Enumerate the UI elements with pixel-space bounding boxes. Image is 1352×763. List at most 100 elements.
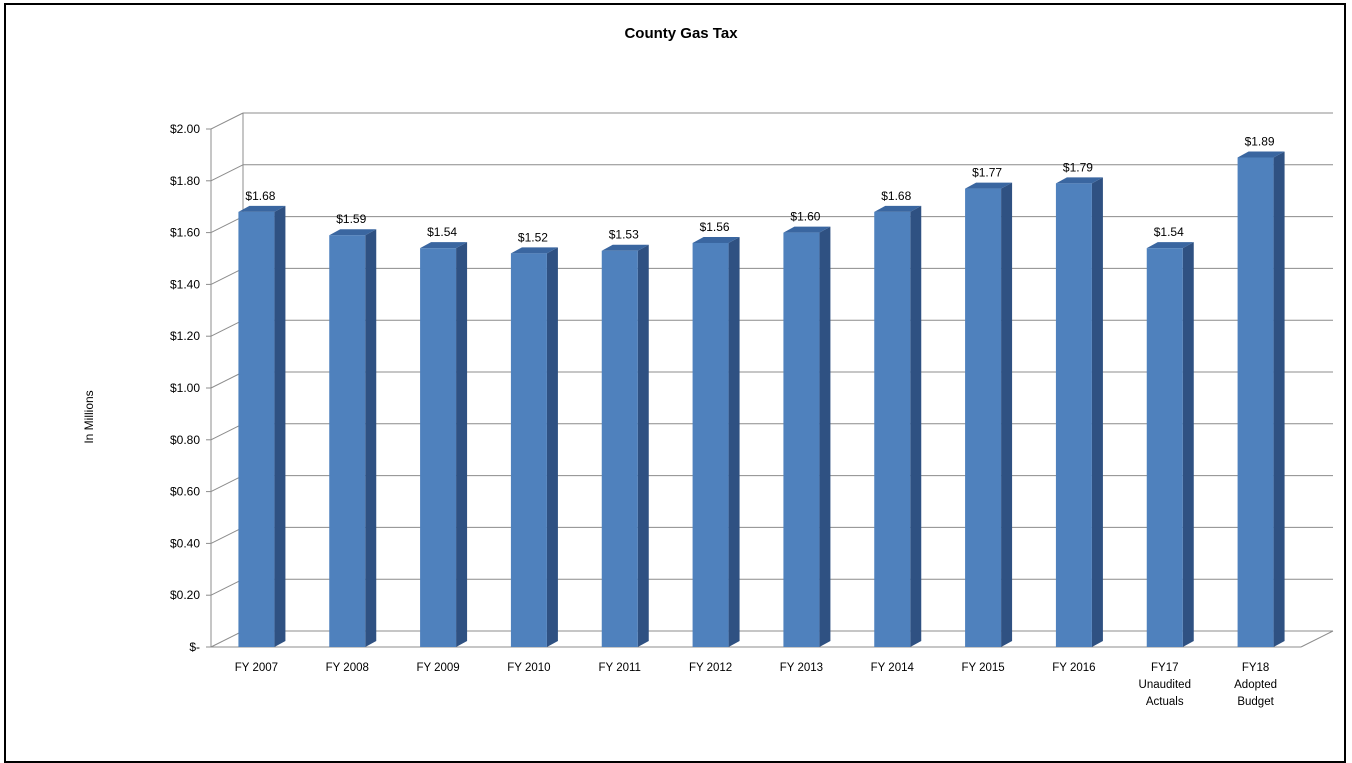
bar-side	[1273, 151, 1285, 648]
gridline-side	[210, 164, 244, 182]
bar-top	[692, 236, 740, 243]
x-tick-label-line: FY 2008	[326, 662, 369, 674]
bar	[420, 248, 457, 647]
x-tick-label-line: FY 2014	[871, 662, 915, 674]
x-tick-label: FY17 Unaudited Actuals	[1139, 662, 1191, 708]
gridline-side	[210, 371, 244, 389]
data-label: $1.52	[518, 230, 548, 244]
bar	[965, 188, 1002, 647]
bar-side	[1182, 242, 1194, 647]
bar-top	[783, 226, 831, 233]
y-tick-label: $2.00	[170, 122, 200, 136]
gridline-side	[210, 630, 244, 648]
data-label: $1.54	[427, 225, 457, 239]
y-tick-label: $1.00	[170, 381, 200, 395]
x-tick-label-line: FY 2012	[689, 662, 732, 674]
x-tick-label: FY 2013	[780, 662, 823, 674]
floor-right-edge	[1300, 630, 1334, 648]
gridline-side	[210, 526, 244, 544]
bar	[692, 242, 729, 647]
x-tick-label: FY 2007	[235, 662, 278, 674]
x-tick-label-line: FY 2009	[416, 662, 459, 674]
data-label: $1.68	[245, 189, 275, 203]
bar-top	[329, 229, 377, 236]
bars	[238, 151, 1285, 648]
y-tick-label: $1.20	[170, 329, 200, 343]
bar-top	[965, 182, 1013, 189]
bar-side	[1001, 182, 1013, 647]
x-tick-label-line: Budget	[1237, 696, 1274, 708]
x-category-labels: FY 2007 FY 2008 FY 2009 FY 2010 FY 2011 FY 20…	[235, 662, 1277, 708]
bar	[1055, 183, 1092, 647]
y-axis-label: In Millions	[82, 390, 96, 443]
bar-side	[365, 229, 377, 647]
data-labels: $1.68 $1.59 $1.54 $1.52 $1.53 $1.56 $1.60 $1.68…	[245, 134, 1275, 244]
bar-top	[1237, 151, 1285, 158]
bar	[238, 211, 275, 647]
x-tick-label-line: FY17	[1151, 662, 1179, 674]
bar-top	[420, 242, 468, 249]
data-label: $1.59	[336, 212, 366, 226]
x-tick-label: FY 2015	[961, 662, 1004, 674]
data-label: $1.89	[1245, 134, 1275, 148]
data-label: $1.60	[790, 210, 820, 224]
x-tick-label: FY 2012	[689, 662, 732, 674]
bar-top	[238, 205, 286, 212]
bar-side	[1091, 177, 1103, 647]
x-tick-label: FY18 Adopted Budget	[1234, 662, 1277, 708]
bar	[601, 250, 638, 648]
y-tick-label: $1.80	[170, 174, 200, 188]
data-label: $1.77	[972, 166, 1002, 180]
y-tick-label: $1.60	[170, 226, 200, 240]
bar-side	[819, 226, 831, 647]
bar-top	[1146, 242, 1194, 249]
gridline-side	[210, 319, 244, 337]
x-tick-label: FY 2014	[871, 662, 915, 674]
x-tick-label-line: FY 2007	[235, 662, 278, 674]
gridline-side	[210, 267, 244, 285]
y-tick-labels: $- $0.20 $0.40 $0.60 $0.80 $1.00 $1.20 $1.40 $1.…	[170, 122, 200, 654]
chart-svg: County Gas Tax In Millions $-$0.20$0.40$…	[82, 25, 1334, 708]
bar	[1146, 248, 1183, 647]
bar	[783, 232, 820, 647]
x-tick-label-line: FY18	[1242, 662, 1270, 674]
x-tick-label-line: FY 2015	[961, 662, 1004, 674]
x-tick-label-line: FY 2013	[780, 662, 823, 674]
data-label: $1.54	[1154, 225, 1184, 239]
bar-top	[601, 244, 649, 251]
bar	[510, 253, 547, 647]
chart-frame: County Gas Tax In Millions $- $0.20 $0.40 $…	[4, 3, 1346, 763]
chart-title: County Gas Tax	[624, 25, 738, 42]
bar-side	[456, 242, 468, 647]
x-tick-label-line: FY 2016	[1052, 662, 1095, 674]
bar-side	[546, 247, 558, 647]
bar-side	[910, 205, 922, 647]
bar-side	[274, 205, 286, 647]
data-label: $1.53	[609, 228, 639, 242]
y-tick-label: $-	[189, 640, 200, 654]
bar-top	[1055, 177, 1103, 184]
x-tick-label-line: Unaudited	[1139, 679, 1191, 691]
y-tick-label: $0.80	[170, 433, 200, 447]
gridline-side	[210, 216, 244, 234]
gridline-side	[210, 578, 244, 596]
x-tick-label: FY 2008	[326, 662, 369, 674]
bar-side	[637, 244, 649, 648]
bar-side	[728, 236, 740, 647]
bar	[329, 235, 366, 647]
x-tick-label-line: FY 2010	[507, 662, 550, 674]
x-tick-label-line: FY 2011	[599, 662, 641, 674]
x-tick-label: FY 2016	[1052, 662, 1095, 674]
gridline-side	[210, 475, 244, 493]
data-label: $1.56	[700, 220, 730, 234]
bar-top	[874, 205, 922, 212]
x-tick-label: FY 2010	[507, 662, 550, 674]
x-tick-label-line: Adopted	[1234, 679, 1277, 691]
gridline-side	[210, 423, 244, 441]
bar	[874, 211, 911, 647]
x-tick-label: FY 2009	[416, 662, 459, 674]
data-label: $1.79	[1063, 160, 1093, 174]
y-tick-label: $1.40	[170, 277, 200, 291]
x-tick-label-line: Actuals	[1146, 696, 1184, 708]
y-tick-label: $0.20	[170, 588, 200, 602]
